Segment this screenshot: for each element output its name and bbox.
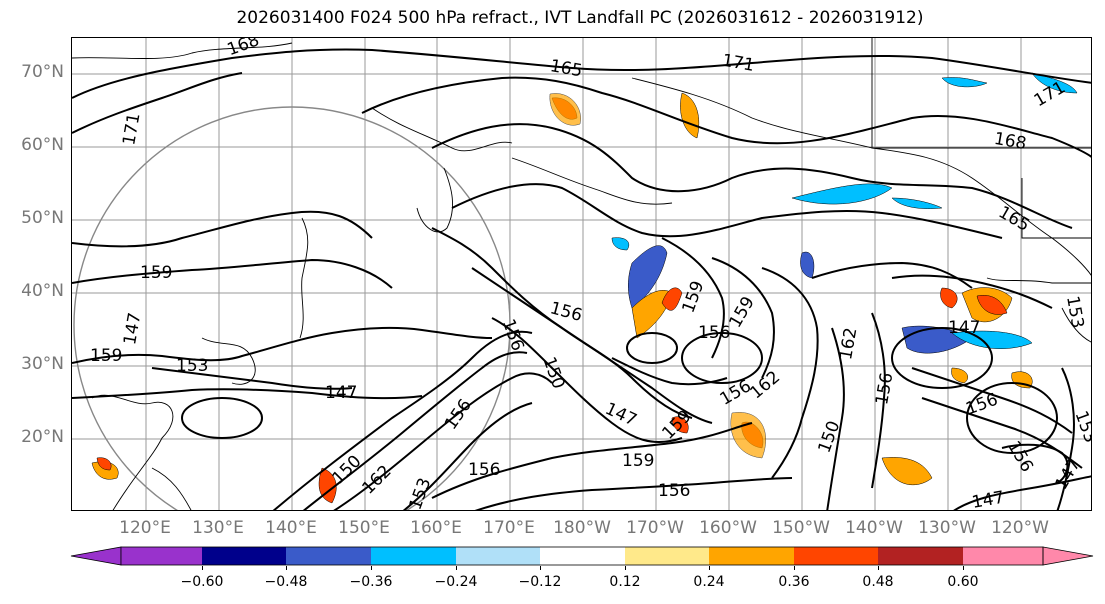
contour-label: 156	[698, 323, 730, 343]
contour-label: 156	[658, 481, 690, 501]
lon-label-130w: 130°W	[918, 518, 976, 538]
colorbar-bin	[456, 547, 540, 565]
colorbar-tickmark	[202, 566, 203, 570]
colorbar-tick-label: 0.36	[778, 574, 810, 590]
colorbar-tick-label: −0.36	[349, 574, 393, 590]
contour-label: 156	[441, 396, 476, 434]
lat-label-40: 40°N	[21, 281, 64, 301]
contour-label: 159	[140, 263, 172, 283]
region-circle	[73, 106, 511, 510]
lon-label-150w: 150°W	[772, 518, 830, 538]
colorbar-tick-label: 0.24	[693, 574, 725, 590]
colorbar-bin	[371, 547, 456, 565]
lon-label-150e: 150°E	[338, 518, 390, 538]
colorbar-tickmark	[878, 566, 879, 570]
colorbar-tick-label: −0.48	[264, 574, 308, 590]
shaded-fields	[91, 72, 1078, 504]
contour-label: 159	[622, 451, 654, 471]
colorbar-bin	[202, 547, 286, 565]
lon-label-170w: 170°W	[626, 518, 684, 538]
colorbar-outline	[120, 546, 1044, 566]
contour-label: 168	[992, 129, 1027, 154]
lat-label-30: 30°N	[21, 354, 64, 374]
contour-label: 156	[498, 316, 528, 353]
lon-label-160e: 160°E	[410, 518, 462, 538]
contour-label: 147	[1051, 455, 1085, 493]
colorbar-tickmark	[456, 566, 457, 570]
lon-label-170e: 170°E	[483, 518, 535, 538]
contour-label: 153	[1062, 294, 1087, 329]
contour-label: 156	[1003, 438, 1037, 476]
lon-label-130e: 130°E	[192, 518, 244, 538]
graticule	[72, 38, 1091, 510]
lat-label-20: 20°N	[21, 427, 64, 447]
plot-title: 2026031400 F024 500 hPa refract., IVT La…	[236, 8, 924, 28]
contour-label: 165	[548, 56, 583, 81]
contour-label: 171	[119, 111, 144, 146]
lon-label-180w: 180°W	[553, 518, 611, 538]
colorbar-bin	[540, 547, 625, 565]
colorbar-bin	[286, 547, 371, 565]
colorbar-bin	[963, 547, 1043, 565]
colorbar-over-triangle	[1042, 546, 1094, 566]
colorbar-tickmark	[963, 566, 964, 570]
contour-label: 159	[678, 278, 708, 315]
colorbar-bin	[625, 547, 709, 565]
contour-lines	[72, 48, 1091, 510]
lon-label-140w: 140°W	[845, 518, 903, 538]
contour-label: 162	[746, 367, 784, 403]
colorbar-bin	[794, 547, 878, 565]
contour-label: 147	[602, 399, 640, 431]
contour-label: 156	[717, 376, 755, 410]
contour-label: 159	[90, 346, 122, 366]
map-panel: 168 165 171 171 171 168 165 159 159 153 …	[71, 37, 1092, 511]
colorbar-tick-label: 0.12	[609, 574, 641, 590]
colorbar-tick-label: 0.60	[947, 574, 979, 590]
contour-label: 156	[468, 460, 500, 480]
contour-label: 153	[405, 475, 435, 511]
contour-label: 150	[538, 354, 568, 391]
contour-label: 165	[995, 202, 1033, 236]
contour-label: 156	[872, 371, 897, 406]
colorbar-tickmark	[371, 566, 372, 570]
colorbar-tickmark	[625, 566, 626, 570]
contour-label: 162	[836, 326, 861, 361]
colorbar-bin	[121, 547, 202, 565]
coastlines	[72, 38, 1091, 510]
lon-label-160w: 160°W	[699, 518, 757, 538]
contour-label: 150	[814, 418, 844, 455]
lon-label-120w: 120°W	[991, 518, 1049, 538]
colorbar	[70, 546, 1094, 566]
lat-label-50: 50°N	[21, 208, 64, 228]
contour-label: 147	[970, 488, 1005, 511]
colorbar-tick-label: −0.24	[434, 574, 478, 590]
colorbar-tickmark	[540, 566, 541, 570]
lon-label-140e: 140°E	[265, 518, 317, 538]
contour-label: 156	[963, 390, 1000, 420]
lat-label-60: 60°N	[21, 135, 64, 155]
colorbar-bin	[878, 547, 963, 565]
closed-contours	[181, 327, 1058, 454]
contour-label: 147	[120, 311, 145, 346]
contour-label: 171	[720, 51, 755, 76]
colorbar-tickmark	[794, 566, 795, 570]
colorbar-bin	[709, 547, 794, 565]
colorbar-tick-label: 0.48	[862, 574, 894, 590]
colorbar-tick-label: −0.60	[180, 574, 224, 590]
lat-label-70: 70°N	[21, 62, 64, 82]
contour-label: 147	[948, 318, 980, 338]
contour-label: 147	[325, 383, 357, 403]
colorbar-tick-label: −0.12	[518, 574, 562, 590]
contour-label: 159	[658, 406, 695, 443]
contour-label-layer: 168 165 171 171 171 168 165 159 159 153 …	[90, 38, 1091, 511]
contour-label: 153	[176, 356, 208, 376]
colorbar-tickmark	[286, 566, 287, 570]
colorbar-under-triangle	[70, 546, 122, 566]
lon-label-120e: 120°E	[119, 518, 171, 538]
map-canvas: 168 165 171 171 171 168 165 159 159 153 …	[72, 38, 1091, 511]
colorbar-tickmark	[709, 566, 710, 570]
